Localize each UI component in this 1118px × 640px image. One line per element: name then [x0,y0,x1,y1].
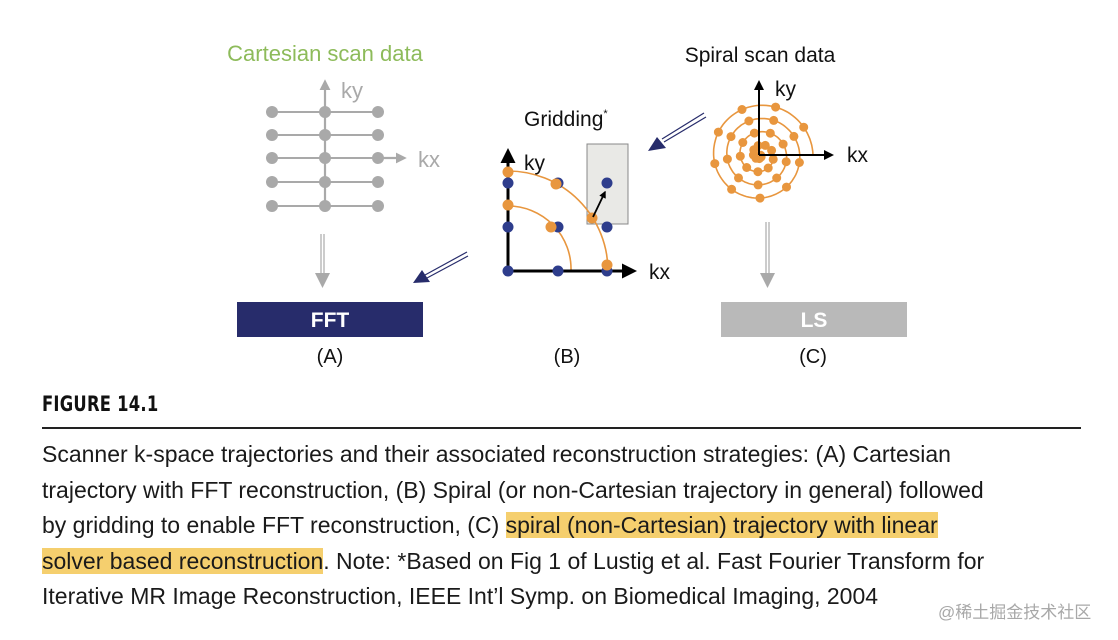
cartesian-point [502,265,514,277]
spiral-point [794,158,804,167]
spiral-point [545,221,557,233]
cartesian-point [502,221,514,233]
grid-point [372,176,384,188]
spiral-point [737,105,747,114]
down-arrow-icon [760,222,775,288]
grid-point [266,200,278,212]
cartesian-ky-label: ky [341,78,363,103]
spiral-point [710,159,720,169]
gridding-points [502,166,613,277]
grid-point [319,106,331,118]
spiral-point [502,199,514,211]
gridding-kx-label: kx [649,261,671,284]
grid-point [319,200,331,212]
spiral-title: Spiral scan data [685,44,836,67]
caption-rule [42,427,1081,429]
grid-point [266,106,278,118]
figure-caption: Scanner k-space trajectories and their a… [42,437,984,615]
gridding-ky-label: ky [524,152,546,175]
spiral-point [738,138,748,147]
spiral-point [713,127,723,137]
cartesian-grid [266,79,407,212]
spiral-kx-label: kx [847,144,869,167]
spiral-point [550,178,562,190]
caption-line: trajectory with FFT reconstruction, (B) … [42,476,984,503]
panel-c-label: (C) [799,346,827,368]
spiral-point [753,180,763,190]
grid-point [372,129,384,141]
caption-line: by gridding to enable FFT reconstruction… [42,508,984,544]
cartesian-point [601,177,613,189]
spiral-point [586,212,598,224]
fft-box [237,302,423,337]
cartesian-point [502,177,514,189]
spiral-point [749,128,759,138]
gridding-title: Gridding* [524,108,608,131]
caption-highlight: spiral (non-Cartesian) trajectory with l… [505,512,938,539]
spiral-point [742,163,752,172]
panel-a-label: (A) [317,346,344,368]
cartesian-kx-label: kx [418,147,440,172]
caption-line: solver based reconstruction. Note: *Base… [42,544,984,580]
spiral-point [767,145,777,155]
spiral-point [771,102,781,112]
grid-point [266,152,278,164]
spiral-point [601,259,613,271]
spiral-point [768,154,778,164]
spiral-point [727,184,737,194]
caption-text: . Note: *Based on Fig 1 of Lustig et al.… [323,547,985,574]
spiral-point [799,122,809,132]
spiral-point [789,131,799,141]
spiral-point [502,166,514,178]
figure-diagram: Cartesian scan data ky kx FFT (A) Griddi… [227,41,907,368]
spiral-point [763,163,773,173]
spiral-point [782,182,791,192]
caption-highlight: solver based reconstruction [42,547,324,574]
down-arrow-icon [315,234,330,288]
cartesian-point [552,265,564,277]
grid-point [372,106,384,118]
caption-text: by gridding to enable FFT reconstruction… [42,512,506,539]
cartesian-title: Cartesian scan data [227,41,423,66]
spiral-trajectory [710,102,814,203]
spiral-point [753,167,763,177]
panel-b: Gridding* ky kx (B) [500,108,671,368]
panel-a: Cartesian scan data ky kx FFT (A) [227,41,440,368]
watermark: @稀土掘金技术社区 [938,603,1092,622]
spiral-point [772,173,782,183]
arrow-to-fft-icon [413,251,469,283]
spiral-point [765,128,775,138]
cartesian-point [601,221,613,233]
ls-box-label: LS [801,309,828,332]
panel-c: Spiral scan data ky kx LS (C) [685,44,907,368]
caption-line: Scanner k-space trajectories and their a… [42,441,951,467]
spiral-point [722,154,732,164]
spiral-ky-label: ky [775,78,797,101]
grid-point [266,176,278,188]
arrow-to-gridding-icon [648,112,707,151]
grid-point [266,129,278,141]
ls-box [721,302,907,337]
spiral-point [744,116,754,126]
grid-point [319,176,331,188]
spiral-point [735,151,745,161]
spiral-point [734,173,743,183]
panel-b-label: (B) [554,346,581,368]
spiral-point [760,140,770,150]
grid-point [372,200,384,212]
spiral-point [769,115,779,125]
spiral-point [781,157,791,167]
grid-point [319,152,331,164]
spiral-point [778,139,788,149]
spiral-point [755,193,765,203]
figure-label: FIGURE 14.1 [42,392,159,416]
spiral-point [726,132,736,142]
grid-point [319,129,331,141]
grid-point [372,152,384,164]
fft-box-label: FFT [311,309,350,332]
caption-line: Iterative MR Image Reconstruction, IEEE … [42,583,879,610]
